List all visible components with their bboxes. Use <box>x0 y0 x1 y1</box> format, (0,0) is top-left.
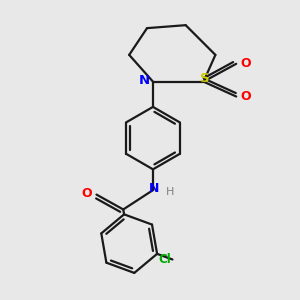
Text: N: N <box>149 182 160 195</box>
Text: O: O <box>240 90 251 103</box>
Text: Cl: Cl <box>159 253 171 266</box>
Text: O: O <box>82 187 92 200</box>
Text: O: O <box>240 57 251 70</box>
Text: S: S <box>200 72 210 85</box>
Text: N: N <box>139 74 150 87</box>
Text: H: H <box>166 187 174 196</box>
